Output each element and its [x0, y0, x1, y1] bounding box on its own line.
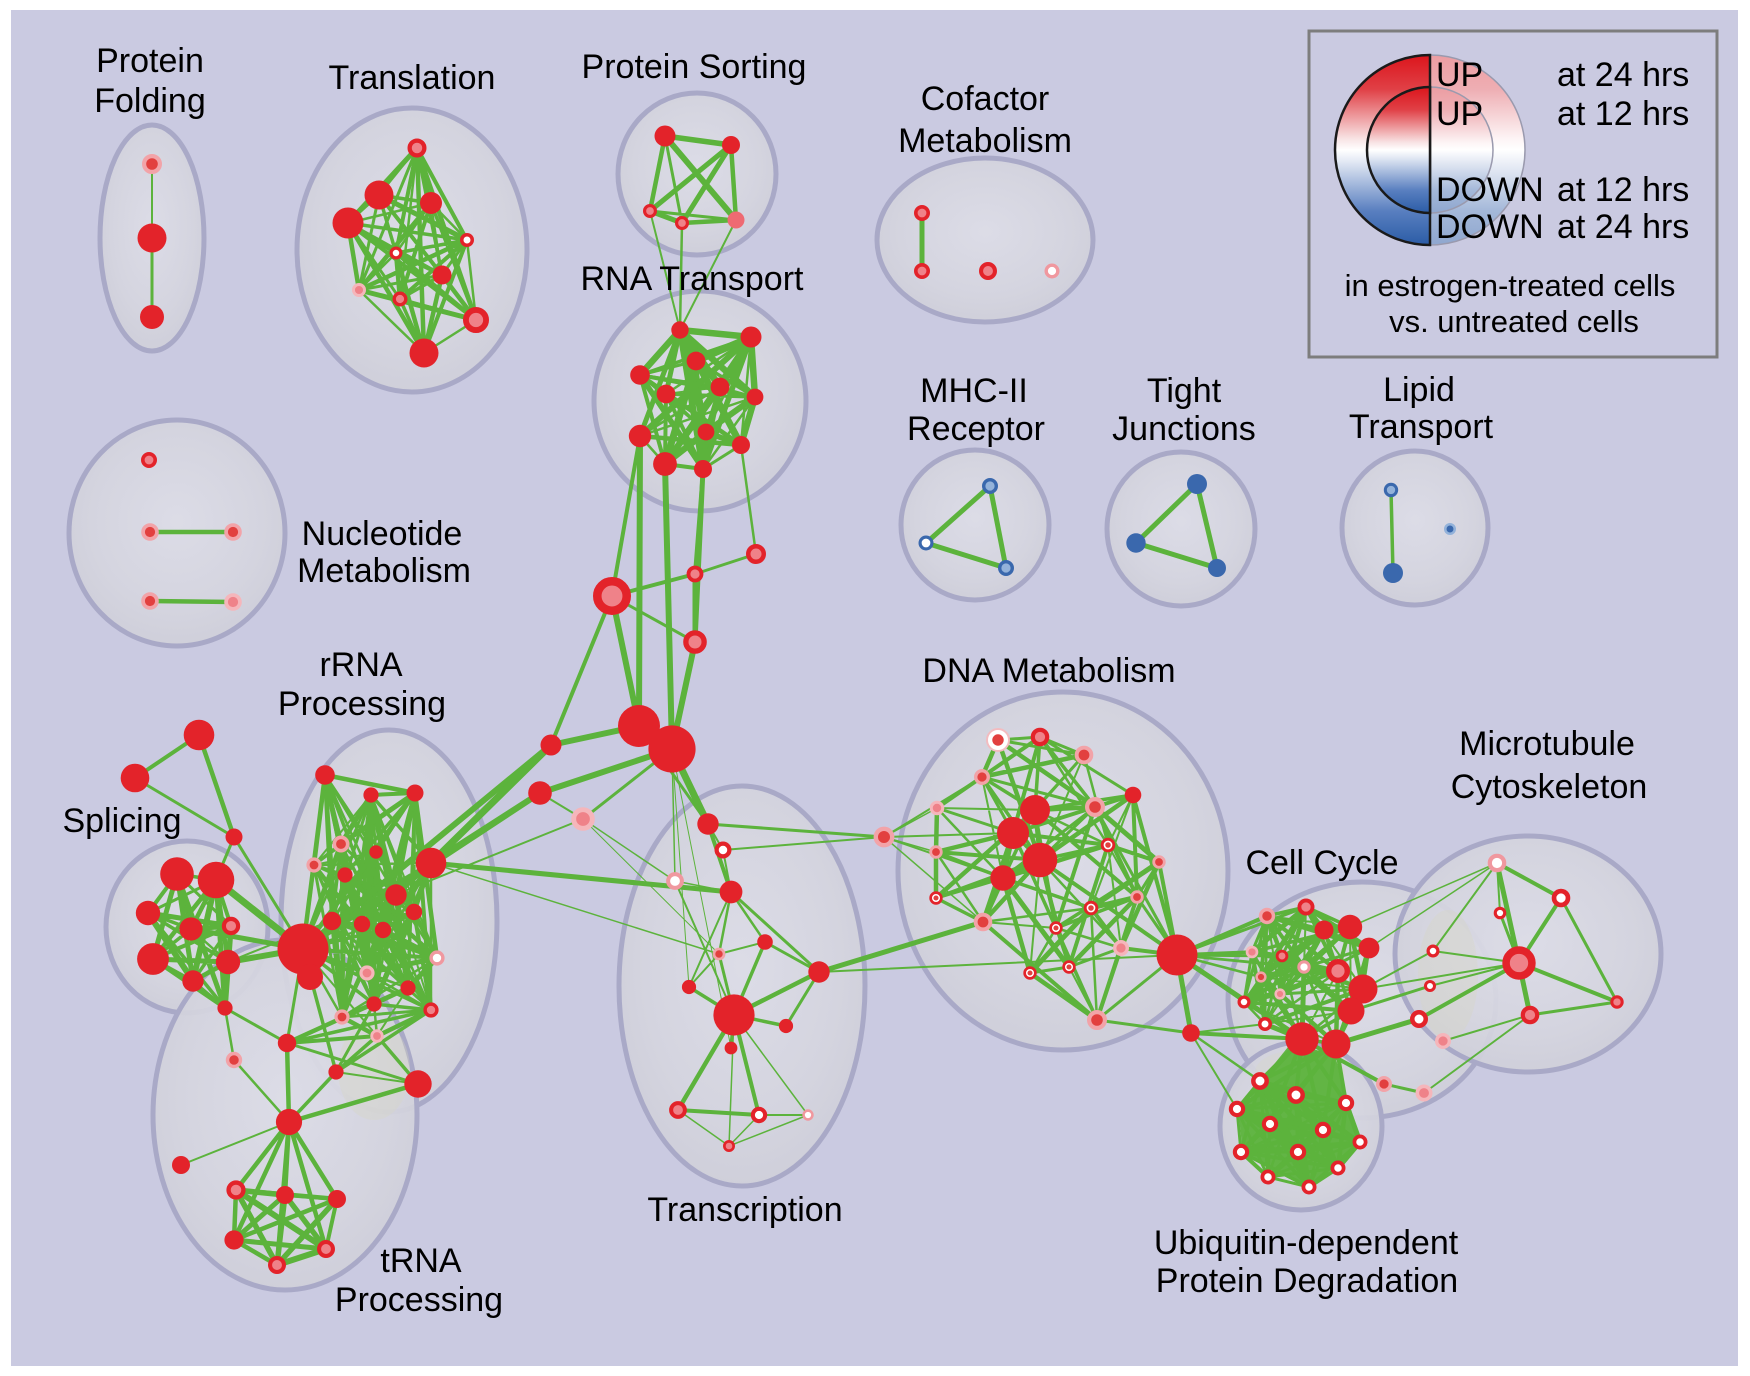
svg-text:Metabolism: Metabolism — [898, 122, 1072, 160]
svg-text:at 12 hrs: at 12 hrs — [1557, 171, 1689, 209]
svg-text:at 24 hrs: at 24 hrs — [1557, 208, 1689, 246]
svg-text:Protein: Protein — [96, 42, 204, 80]
svg-text:tRNA: tRNA — [380, 1242, 462, 1280]
svg-text:DOWN: DOWN — [1436, 171, 1544, 209]
svg-text:at 12 hrs: at 12 hrs — [1557, 95, 1689, 133]
svg-text:Translation: Translation — [329, 59, 496, 97]
svg-text:Cytoskeleton: Cytoskeleton — [1451, 768, 1648, 806]
svg-text:Transcription: Transcription — [647, 1191, 842, 1229]
svg-text:MHC-II: MHC-II — [920, 372, 1028, 410]
svg-text:Nucleotide: Nucleotide — [302, 515, 463, 553]
svg-text:UP: UP — [1436, 56, 1483, 94]
svg-text:vs. untreated cells: vs. untreated cells — [1389, 304, 1639, 339]
svg-text:rRNA: rRNA — [319, 646, 402, 684]
svg-text:in estrogen-treated cells: in estrogen-treated cells — [1345, 268, 1676, 303]
svg-text:Protein Degradation: Protein Degradation — [1156, 1262, 1458, 1300]
svg-text:Cofactor: Cofactor — [921, 80, 1050, 118]
svg-text:Microtubule: Microtubule — [1459, 725, 1635, 763]
svg-text:Ubiquitin-dependent: Ubiquitin-dependent — [1154, 1224, 1459, 1262]
svg-text:RNA Transport: RNA Transport — [581, 260, 805, 298]
svg-text:Tight: Tight — [1147, 372, 1222, 410]
svg-text:Receptor: Receptor — [907, 410, 1045, 448]
svg-text:at 24 hrs: at 24 hrs — [1557, 56, 1689, 94]
svg-text:Transport: Transport — [1349, 408, 1494, 446]
svg-text:Metabolism: Metabolism — [297, 552, 471, 590]
svg-text:Processing: Processing — [278, 685, 446, 723]
svg-text:UP: UP — [1436, 95, 1483, 133]
svg-text:Lipid: Lipid — [1383, 371, 1455, 409]
svg-text:Cell Cycle: Cell Cycle — [1245, 844, 1398, 882]
svg-text:Junctions: Junctions — [1112, 410, 1256, 448]
svg-text:DNA Metabolism: DNA Metabolism — [922, 652, 1175, 690]
svg-text:Processing: Processing — [335, 1281, 503, 1319]
svg-text:Protein Sorting: Protein Sorting — [582, 48, 807, 86]
svg-text:Folding: Folding — [94, 82, 206, 120]
svg-text:DOWN: DOWN — [1436, 208, 1544, 246]
svg-text:Splicing: Splicing — [62, 802, 181, 840]
